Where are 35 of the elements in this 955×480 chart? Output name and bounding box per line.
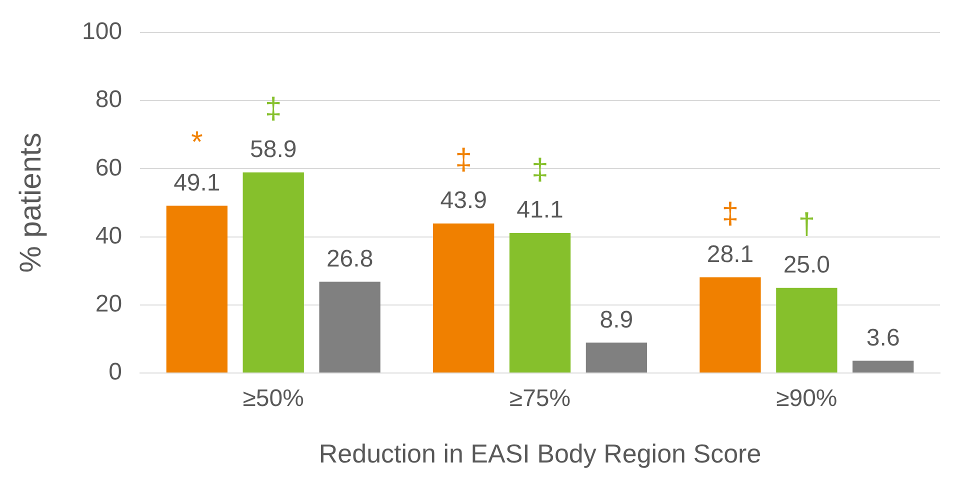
x-tick-label: ≥75% bbox=[509, 385, 571, 412]
text: 25.0 bbox=[783, 251, 830, 278]
text: 26.8 bbox=[326, 245, 374, 272]
bar bbox=[166, 206, 228, 372]
annotation: ‡ bbox=[265, 92, 282, 126]
y-tick-label: 60 bbox=[95, 154, 122, 182]
x-tick-label: ≥50% bbox=[242, 385, 304, 412]
y-tick-label: 80 bbox=[95, 86, 122, 114]
bar bbox=[776, 288, 838, 372]
text: 43.9 bbox=[440, 187, 487, 214]
x-axis-title: Reduction in EASI Body Region Score bbox=[318, 438, 762, 469]
text: 41.1 bbox=[516, 196, 564, 224]
y-tick-label: 20 bbox=[95, 290, 122, 318]
annotation: ‡ bbox=[722, 198, 739, 231]
bar bbox=[700, 277, 761, 372]
text: 28.1 bbox=[706, 240, 754, 268]
bar bbox=[433, 223, 494, 372]
bar bbox=[319, 282, 380, 372]
text: 49.1 bbox=[174, 169, 220, 196]
bar bbox=[509, 233, 571, 372]
bar bbox=[586, 342, 648, 372]
x-tick-label: ≥90% bbox=[776, 385, 838, 412]
y-tick-label: 0 bbox=[108, 358, 122, 386]
text: 8.9 bbox=[600, 306, 634, 334]
y-axis-title: % patients bbox=[14, 132, 48, 273]
annotation: ‡ bbox=[532, 153, 548, 186]
bar bbox=[852, 360, 914, 372]
annotation: † bbox=[798, 208, 816, 242]
annotation: * bbox=[191, 126, 204, 160]
text: 58.9 bbox=[250, 136, 297, 164]
y-tick-label: 100 bbox=[82, 18, 122, 46]
text: 3.6 bbox=[866, 324, 900, 352]
bar bbox=[242, 172, 304, 372]
y-tick-label: 40 bbox=[95, 222, 122, 250]
annotation: ‡ bbox=[455, 144, 472, 177]
